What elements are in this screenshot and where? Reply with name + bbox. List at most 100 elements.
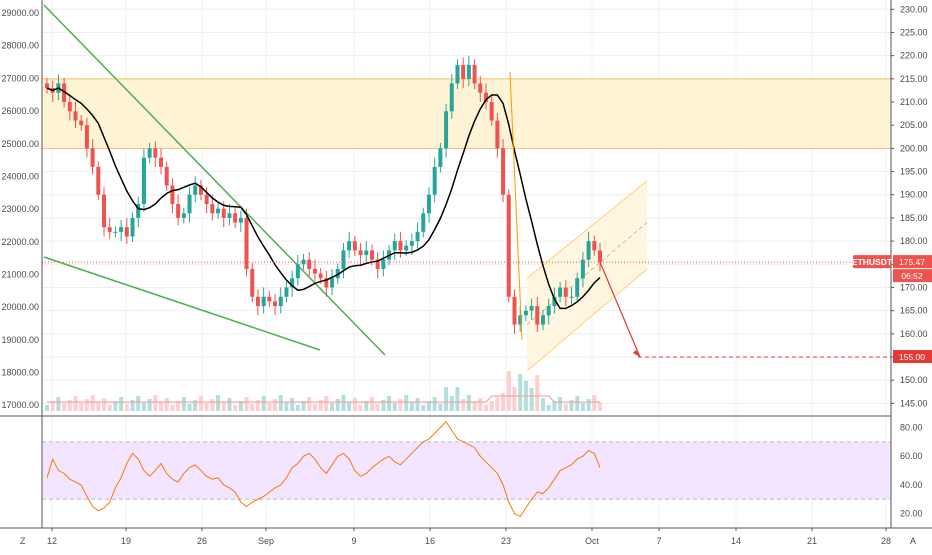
candle-body xyxy=(261,296,266,307)
volume-bar xyxy=(478,398,483,411)
countdown-tag: 06:52 xyxy=(901,271,923,281)
candle-body xyxy=(563,287,568,297)
time-axis-tick-label: Sep xyxy=(258,536,274,546)
candle-body xyxy=(170,185,175,205)
volume-bar xyxy=(512,387,517,411)
volume-bar xyxy=(227,398,232,411)
volume-bar xyxy=(387,396,392,411)
candle-body xyxy=(216,208,221,214)
volume-bar xyxy=(398,399,403,411)
candle-body xyxy=(187,194,192,214)
right-axis-tick-label: 205.00 xyxy=(900,120,928,130)
right-axis-tick-label: 145.00 xyxy=(900,398,928,408)
volume-bar xyxy=(187,404,192,411)
candle-body xyxy=(62,83,67,103)
volume-bar xyxy=(307,397,312,411)
left-axis-tick-label: 20000.00 xyxy=(1,302,39,312)
volume-bar xyxy=(216,395,221,411)
timezone-toggle[interactable]: Z xyxy=(20,536,26,546)
target-tag-box xyxy=(893,350,932,364)
left-axis-tick-label: 26000.00 xyxy=(1,106,39,116)
volume-bars xyxy=(45,371,602,411)
candle-body xyxy=(546,306,551,316)
candle-body xyxy=(244,217,249,269)
volume-bar xyxy=(449,396,454,411)
volume-bar xyxy=(147,399,152,411)
volume-bar xyxy=(96,402,101,411)
volume-bar xyxy=(558,397,563,411)
candle-body xyxy=(478,83,483,93)
volume-bar xyxy=(358,405,363,411)
time-axis-tick-label: 14 xyxy=(731,536,741,546)
volume-bar xyxy=(461,399,466,411)
candle-body xyxy=(580,259,585,279)
rsi-axis-tick-label: 40.00 xyxy=(900,480,923,490)
volume-bar xyxy=(426,401,431,411)
candle-body xyxy=(375,259,380,269)
volume-bar xyxy=(284,402,289,411)
volume-bar xyxy=(409,402,414,411)
candle-body xyxy=(295,264,300,279)
auto-scale-toggle[interactable]: A xyxy=(910,536,916,546)
volume-bar xyxy=(501,393,506,411)
volume-bar xyxy=(107,405,112,411)
volume-bar xyxy=(204,403,209,411)
resistance-zone-fill xyxy=(42,78,891,149)
candle-body xyxy=(273,301,278,307)
volume-bar xyxy=(79,403,84,411)
volume-bar xyxy=(170,405,175,411)
right-axis-tick-label: 180.00 xyxy=(900,236,928,246)
trendlines[interactable] xyxy=(43,4,386,356)
candle-body xyxy=(181,213,186,218)
volume-bar xyxy=(592,395,597,411)
candle-body xyxy=(233,213,238,223)
volume-bar xyxy=(375,404,380,411)
left-axis-tick-label: 24000.00 xyxy=(1,171,39,181)
volume-bar xyxy=(552,401,557,411)
volume-bar xyxy=(124,404,129,411)
volume-bar xyxy=(181,397,186,411)
volume-bar xyxy=(73,396,78,411)
right-axis-tick-label: 195.00 xyxy=(900,167,928,177)
right-axis-tick-label: 220.00 xyxy=(900,51,928,61)
candle-body xyxy=(107,227,112,232)
price-tag: 175.47 xyxy=(899,257,925,267)
volume-bar xyxy=(273,399,278,411)
countdown-tag-box xyxy=(893,269,932,283)
rsi-band xyxy=(42,441,891,500)
candle-body xyxy=(204,194,209,205)
right-axis-tick-label: 185.00 xyxy=(900,213,928,223)
candle-body xyxy=(238,217,243,223)
volume-bar xyxy=(238,401,243,411)
left-axis-tick-label: 28000.00 xyxy=(1,41,39,51)
candle-body xyxy=(136,204,141,218)
candle-body xyxy=(489,102,494,121)
right-axis-tick-label: 200.00 xyxy=(900,143,928,153)
volume-bar xyxy=(415,398,420,411)
candle-body xyxy=(312,268,317,274)
time-axis-tick-label: 7 xyxy=(656,536,661,546)
volume-bar xyxy=(141,403,146,411)
volume-bar xyxy=(575,396,580,411)
candle-body xyxy=(330,278,335,288)
candle-body xyxy=(210,204,215,214)
candle-body xyxy=(73,111,78,121)
volume-bar xyxy=(278,395,283,411)
candle-body xyxy=(529,306,534,311)
volume-bar xyxy=(466,395,471,411)
candle-body xyxy=(518,315,523,325)
rsi-axis-tick-label: 80.00 xyxy=(900,422,923,432)
candle-body xyxy=(466,64,471,79)
candle-body xyxy=(284,287,289,297)
volume-bar xyxy=(495,397,500,411)
volume-bar xyxy=(301,401,306,411)
target-arrowhead xyxy=(633,350,640,358)
annotations[interactable] xyxy=(42,71,891,358)
volume-bar xyxy=(540,398,545,411)
volume-bar xyxy=(159,402,164,411)
volume-bar xyxy=(318,400,323,411)
volume-bar xyxy=(546,405,551,411)
candle-body xyxy=(586,241,591,260)
